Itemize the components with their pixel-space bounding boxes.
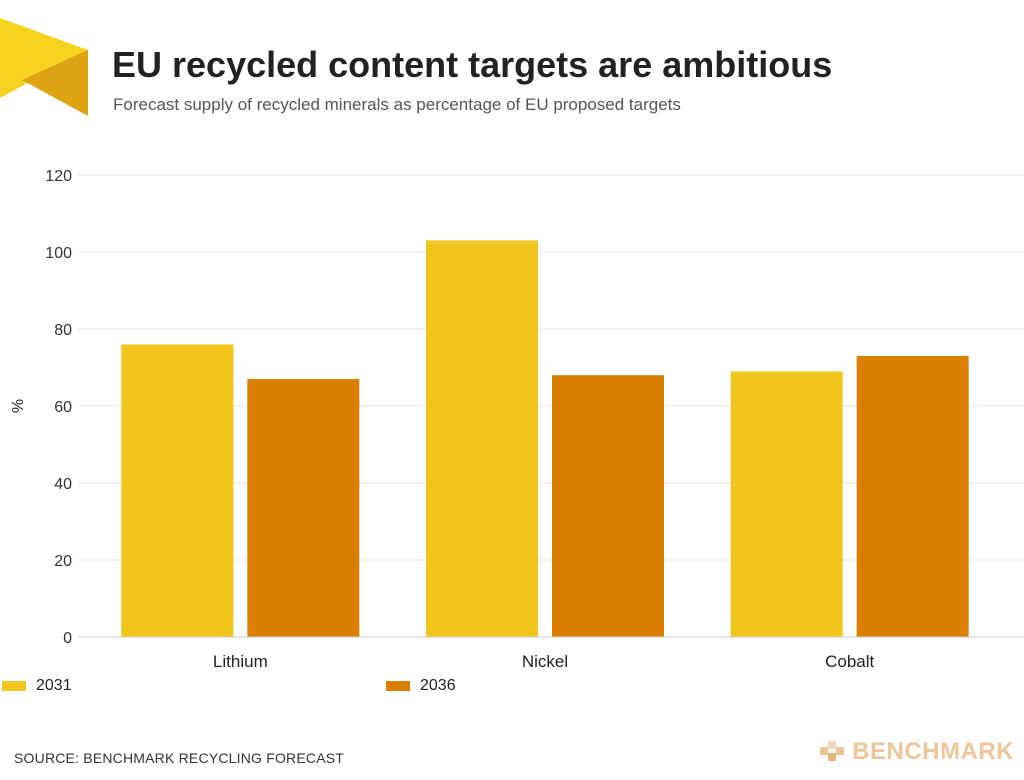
bar-lithium-2036 (247, 379, 360, 637)
legend-label-2036: 2036 (420, 677, 456, 694)
y-tick-label: 0 (63, 630, 72, 647)
source-note: SOURCE: BENCHMARK RECYCLING FORECAST (14, 750, 345, 766)
benchmark-triangle-icon (0, 18, 88, 116)
x-tick-label-nickel: Nickel (522, 652, 568, 671)
brand-logo: BENCHMARK (818, 738, 1014, 766)
legend-swatch-2031 (2, 681, 26, 691)
bar-nickel-2036 (552, 375, 664, 637)
y-tick-label: 60 (54, 399, 72, 416)
y-tick-label: 100 (45, 245, 72, 262)
bar-lithium-2031 (121, 344, 234, 637)
legend-label-2031: 2031 (36, 677, 72, 694)
y-tick-label: 20 (54, 553, 72, 570)
bar-cobalt-2036 (856, 355, 969, 637)
brand-name: BENCHMARK (852, 738, 1014, 765)
y-tick-label: 80 (54, 322, 72, 339)
y-tick-label: 40 (54, 476, 72, 493)
legend-swatch-2036 (386, 681, 410, 691)
y-axis-label: % (10, 399, 27, 413)
legend: 2031 2036 (0, 677, 1024, 697)
benchmark-b-icon (820, 741, 845, 761)
chart-subtitle: Forecast supply of recycled minerals as … (113, 95, 681, 114)
chart-title: EU recycled content targets are ambitiou… (112, 44, 833, 85)
legend-item-2036: 2036 (386, 677, 456, 695)
x-tick-label-lithium: Lithium (213, 652, 268, 671)
bar-cobalt-2031 (730, 371, 843, 637)
legend-item-2031: 2031 (2, 677, 72, 695)
x-tick-label-cobalt: Cobalt (825, 652, 874, 671)
bar-chart: 0 20 40 60 80 100 120% Lithium Nickel Cobalt (10, 168, 1024, 671)
bar-nickel-2031 (426, 240, 538, 637)
y-tick-label: 120 (45, 168, 72, 185)
